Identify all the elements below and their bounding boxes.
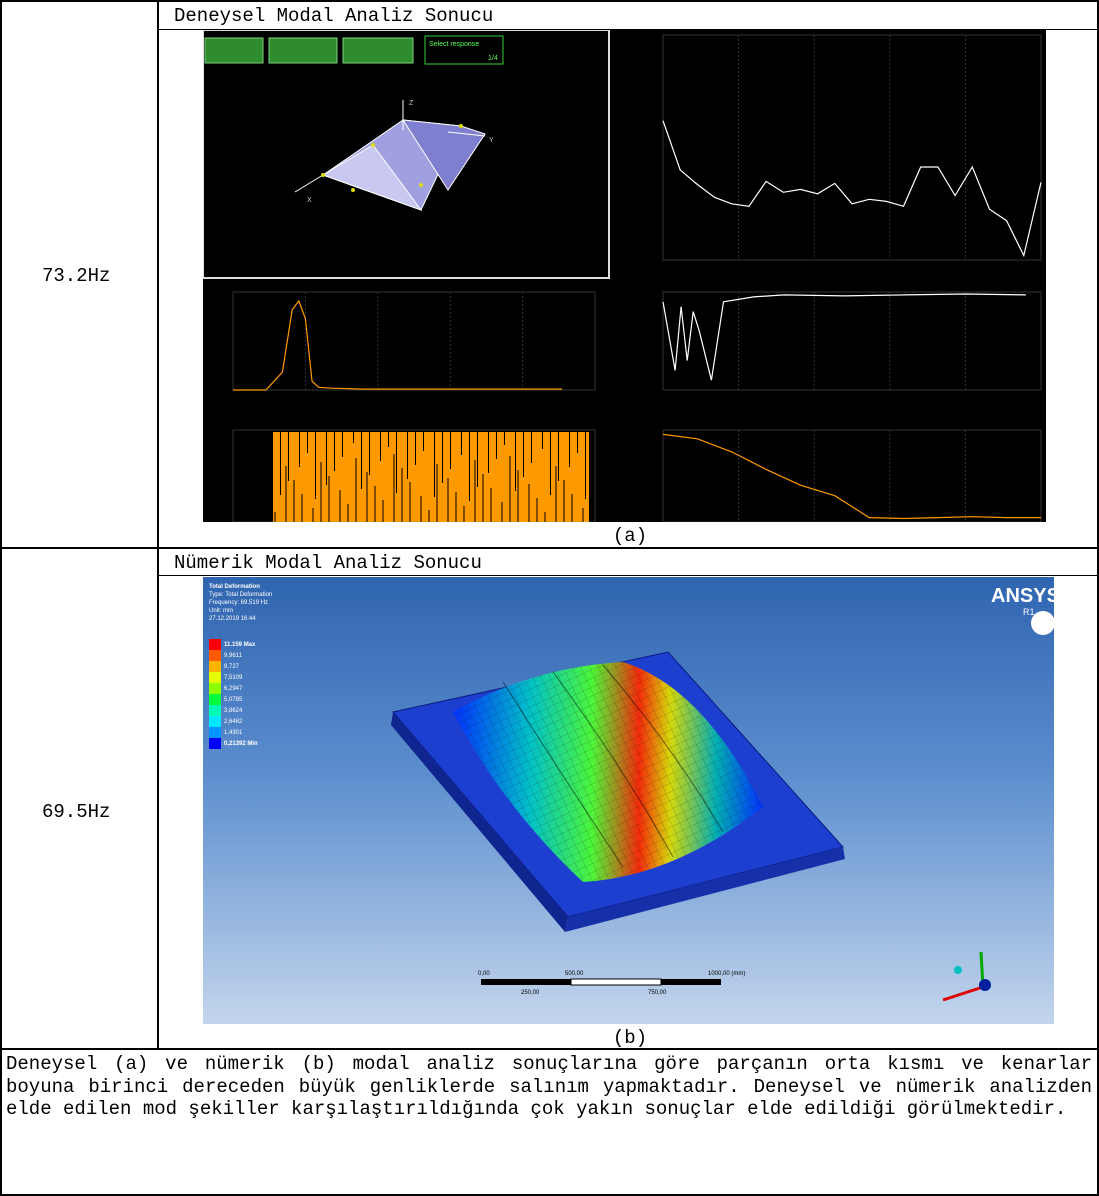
series-line <box>233 299 563 391</box>
legend-swatch <box>209 694 221 705</box>
legend-entry: 5,0785 <box>209 694 258 705</box>
info-line: Frequency: 69.519 Hz <box>209 600 269 606</box>
legend-entry: 3,8624 <box>209 705 258 716</box>
legend-label: 5,0785 <box>224 696 243 703</box>
caption-a: (a) <box>612 525 648 547</box>
axis-z-label: Z <box>409 100 414 107</box>
legend-swatch <box>209 672 221 683</box>
info-line: Type: Total Deformation <box>209 592 273 598</box>
ansys-icon <box>1031 611 1054 635</box>
legend-label: 9,9611 <box>224 652 242 659</box>
row1-header-divider <box>158 29 1098 30</box>
legend-label: 1,4301 <box>224 729 243 736</box>
info-line: Total Deformation <box>209 584 260 590</box>
legend-swatch <box>209 661 221 672</box>
select-response-label: Select response <box>429 41 479 48</box>
column-divider-2 <box>157 548 159 1049</box>
frequency-label-experimental: 73.2Hz <box>42 265 111 287</box>
numerical-header: Nümerik Modal Analiz Sonucu <box>174 552 482 574</box>
ansys-logo: ANSYS <box>991 585 1054 607</box>
legend-label: 6,2947 <box>224 685 243 692</box>
table-border-right <box>1097 0 1099 1196</box>
axis-y-label: Y <box>489 137 494 144</box>
axis-x-label: X <box>307 197 312 204</box>
row-divider-2 <box>0 1048 1099 1050</box>
legend-entry: 8,727 <box>209 661 258 672</box>
legend-swatch <box>209 650 221 661</box>
table-border-bottom <box>0 1194 1099 1196</box>
legend-entry: 0,21392 Min <box>209 738 258 749</box>
experimental-screenshot-svg: Select response 1/4 Z Y X <box>203 30 1042 522</box>
response-time-chart <box>232 291 596 391</box>
legend-swatch <box>209 683 221 694</box>
ansys-info-block: Total Deformation Type: Total Deformatio… <box>209 583 272 623</box>
column-divider-1 <box>157 0 159 547</box>
frf-chart <box>662 34 1042 261</box>
caption-b: (b) <box>612 1027 648 1049</box>
coherence-chart <box>662 291 1042 391</box>
legend-entry: 9,9611 <box>209 650 258 661</box>
info-line: 27.12.2019 16:44 <box>209 616 256 622</box>
experimental-screenshot: Select response 1/4 Z Y X <box>203 30 1046 522</box>
legend-label: 11.159 Max <box>224 641 256 648</box>
scale-label: 250,00 <box>521 990 540 996</box>
fft-chart <box>662 429 1042 522</box>
conclusion-paragraph: Deneysel (a) ve nümerik (b) modal analiz… <box>6 1053 1092 1120</box>
legend-entry: 1,4301 <box>209 727 258 738</box>
series-line <box>662 293 1026 381</box>
ansys-legend: 11.159 Max 9,9611 8,727 7,5109 6,2947 5,0785 3… <box>209 639 258 749</box>
axis-triad-icon <box>942 951 991 1002</box>
ansys-logo-sub: R1 <box>1023 607 1035 617</box>
legend-label: 2,6462 <box>224 718 243 725</box>
legend-swatch <box>209 738 221 749</box>
legend-entry: 6,2947 <box>209 683 258 694</box>
legend-label: 8,727 <box>224 663 240 670</box>
legend-label: 7,5109 <box>224 674 243 681</box>
scale-label: 750,00 <box>648 990 667 996</box>
frequency-label-numerical: 69.5Hz <box>42 801 111 823</box>
legend-entry: 7,5109 <box>209 672 258 683</box>
table-border-left <box>0 0 2 1196</box>
excitation-time-chart <box>232 429 596 522</box>
scale-label: 500,00 <box>565 971 584 977</box>
table-border-top <box>0 0 1099 2</box>
legend-swatch <box>209 716 221 727</box>
legend-swatch <box>209 639 221 650</box>
legend-swatch <box>209 705 221 716</box>
row2-header-divider <box>158 575 1098 576</box>
select-response-value: 1/4 <box>488 55 498 62</box>
ansys-model-svg: 0,00 500,00 1000,00 (mm) 250,00 750,00 <box>391 651 991 1002</box>
legend-swatch <box>209 727 221 738</box>
series-line <box>662 120 1042 258</box>
legend-label: 3,8624 <box>224 707 243 714</box>
series-line <box>662 433 1041 520</box>
scale-label: 1000,00 (mm) <box>708 971 745 977</box>
legend-entry: 11.159 Max <box>209 639 258 650</box>
info-line: Unit: mm <box>209 608 233 614</box>
scale-label: 0,00 <box>478 971 490 977</box>
excitation-signal <box>273 432 589 522</box>
legend-label: 0,21392 Min <box>224 740 258 747</box>
row-divider-1 <box>0 547 1099 549</box>
ansys-screenshot: ANSYS R1 Total Deformation Type: Total D… <box>203 577 1054 1024</box>
experimental-header: Deneysel Modal Analiz Sonucu <box>174 5 494 27</box>
legend-entry: 2,6462 <box>209 716 258 727</box>
